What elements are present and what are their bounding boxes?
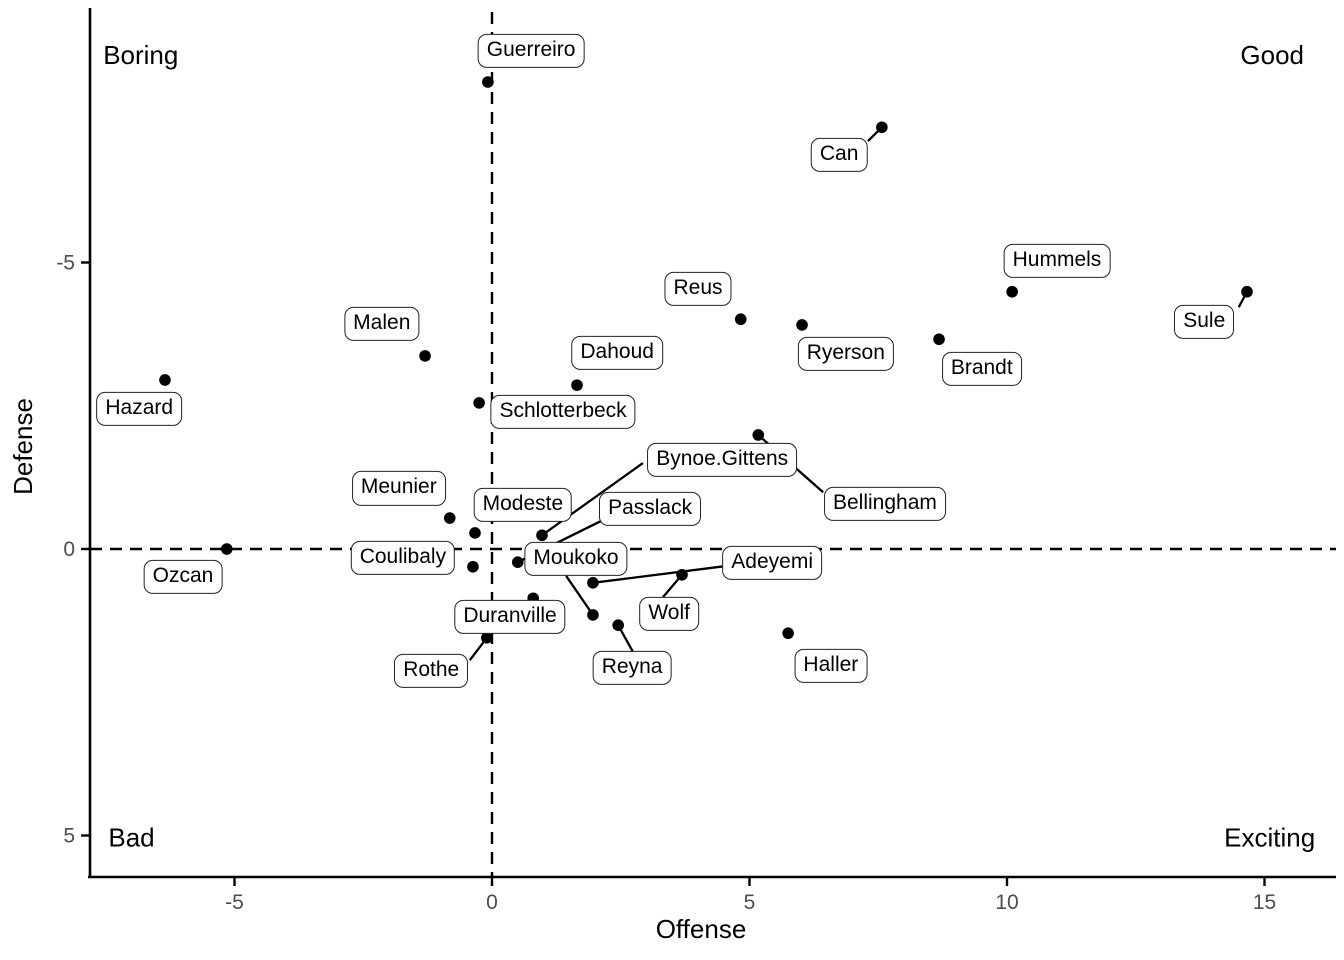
data-point-reus (734, 313, 747, 326)
data-point-hummels (1006, 285, 1018, 298)
data-point-bellingham (752, 429, 765, 441)
data-point-dahoud (571, 379, 583, 391)
y-axis-tick-label: 0 (63, 538, 75, 561)
data-point-passlack (511, 556, 524, 568)
quadrant-label-good: Good (1240, 40, 1304, 70)
quadrant-label-boring: Boring (103, 40, 178, 70)
leader-line-adeyemi (592, 565, 725, 584)
quadrant-label-bad: Bad (108, 822, 154, 852)
data-point-ryerson (796, 319, 808, 331)
quadrant-label-exciting: Exciting (1224, 822, 1315, 852)
data-point-modeste (469, 527, 481, 539)
leader-line-moukoko (565, 575, 594, 616)
data-point-wolf (676, 568, 688, 581)
x-axis-tick-label: 0 (486, 891, 498, 914)
y-axis-tick-label: -5 (56, 252, 75, 275)
data-point-sule (1241, 285, 1253, 298)
x-axis-tick-label: 10 (995, 891, 1018, 914)
data-point-coulibaly (467, 560, 479, 573)
data-point-hazard (159, 374, 171, 386)
y-axis-title: Defense (8, 398, 38, 495)
leader-line-bellingham (757, 434, 824, 494)
data-point-schlotterbeck (473, 397, 485, 409)
data-point-adeyemi (587, 577, 599, 589)
data-point-brandt (933, 333, 945, 346)
data-point-haller (782, 627, 794, 640)
data-point-moukoko (587, 609, 599, 621)
data-point-guerreiro (482, 76, 494, 88)
leader-line-bynoe.gittens (541, 462, 644, 537)
data-point-malen (419, 350, 431, 362)
data-point-bynoe.gittens (536, 529, 548, 542)
x-axis-title: Offense (656, 914, 747, 944)
data-point-rothe (481, 632, 493, 644)
leader-line-passlack (517, 519, 602, 564)
data-point-meunier (443, 512, 456, 524)
data-point-duranville (527, 592, 539, 605)
data-point-ozcan (220, 543, 233, 555)
x-axis-tick-label: -5 (225, 891, 244, 914)
data-point-can (876, 121, 888, 134)
x-axis-tick-label: 5 (744, 891, 756, 914)
x-axis-tick-label: 15 (1253, 891, 1276, 914)
y-axis-tick-label: 5 (63, 825, 75, 848)
data-point-reyna (612, 619, 624, 632)
